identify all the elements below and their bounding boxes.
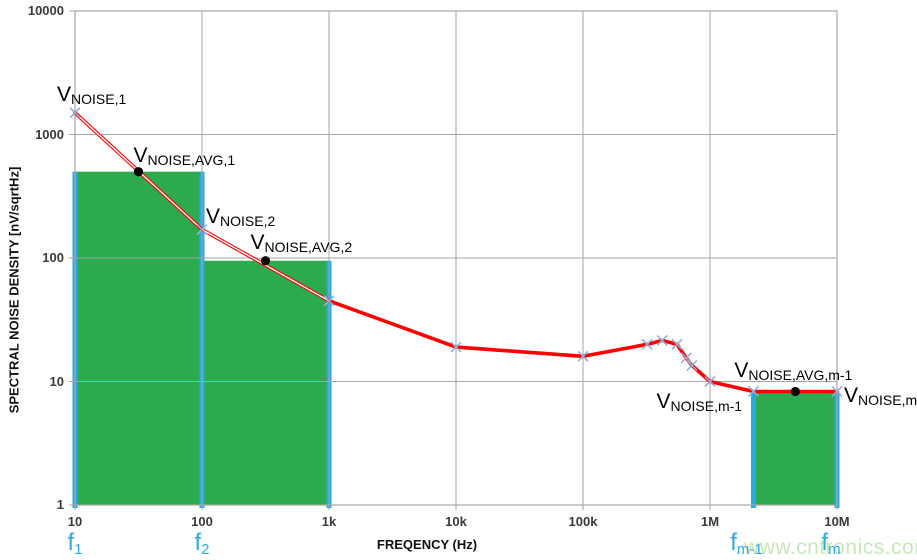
y-tick-label-10000: 10000 — [27, 3, 64, 18]
y-tick-label-100: 100 — [42, 250, 64, 265]
average-dot-marker — [133, 167, 144, 177]
freq-label-fm-1: fm-1 — [730, 529, 763, 558]
x-marker — [671, 338, 683, 350]
x-axis-title: FREQENCY (Hz) — [376, 537, 478, 552]
bars-layer — [72, 171, 840, 509]
average-dot-marker — [790, 386, 800, 397]
average-dot-marker — [260, 256, 271, 266]
x-marker — [641, 338, 653, 350]
x-marker — [686, 359, 698, 371]
x-tick-label-100: 100 — [191, 514, 213, 529]
x-marker — [831, 385, 843, 398]
x-marker — [196, 223, 208, 236]
annotation-v-noise-avg-1: VNOISE,AVG,1 — [133, 143, 236, 168]
x-marker — [704, 375, 716, 388]
x-tick-label-10M: 10M — [824, 514, 850, 529]
x-tick-label-1M: 1M — [700, 514, 720, 529]
x-marker — [656, 334, 668, 347]
annotation-v-noise-avg-m-1: VNOISE,AVG,m-1 — [734, 359, 853, 384]
x-tick-label-10k: 10k — [445, 514, 467, 529]
freq-label-fm: fm — [821, 529, 841, 558]
y-tick-label-1: 1 — [56, 497, 64, 512]
noise-band-bar — [202, 260, 329, 505]
band-average-points-markers — [133, 167, 800, 397]
x-marker — [323, 295, 335, 307]
freq-label-f2: f2 — [194, 529, 210, 558]
annotation-v-noise-2: VNOISE,2 — [206, 204, 276, 229]
spectral-noise-density-curve-markers — [69, 107, 843, 398]
x-marker — [747, 385, 760, 398]
x-tick-label-10: 10 — [67, 514, 83, 529]
annotation-v-noise-m: VNOISE,m — [844, 384, 917, 409]
annotation-v-noise-m-1: VNOISE,m-1 — [656, 390, 743, 415]
watermark: www.cntronics.com — [744, 536, 917, 559]
y-tick-label-10: 10 — [49, 373, 64, 389]
noise-band-bar — [75, 171, 202, 506]
noise-band-bar — [753, 391, 837, 505]
x-tick-label-1k: 1k — [321, 514, 337, 529]
x-marker — [577, 350, 589, 362]
annotation-v-noise-1: VNOISE,1 — [57, 82, 127, 107]
annotation-v-noise-avg-2: VNOISE,AVG,2 — [250, 230, 353, 255]
freq-label-f1: f1 — [67, 529, 83, 558]
x-marker — [69, 107, 81, 119]
x-tick-label-100k: 100k — [568, 514, 598, 529]
grid-layer — [69, 10, 838, 510]
band-edge-line — [750, 391, 756, 508]
series-layer — [69, 107, 843, 398]
x-marker — [450, 341, 462, 353]
x-marker — [680, 352, 692, 364]
y-tick-label-1000: 1000 — [35, 126, 64, 142]
